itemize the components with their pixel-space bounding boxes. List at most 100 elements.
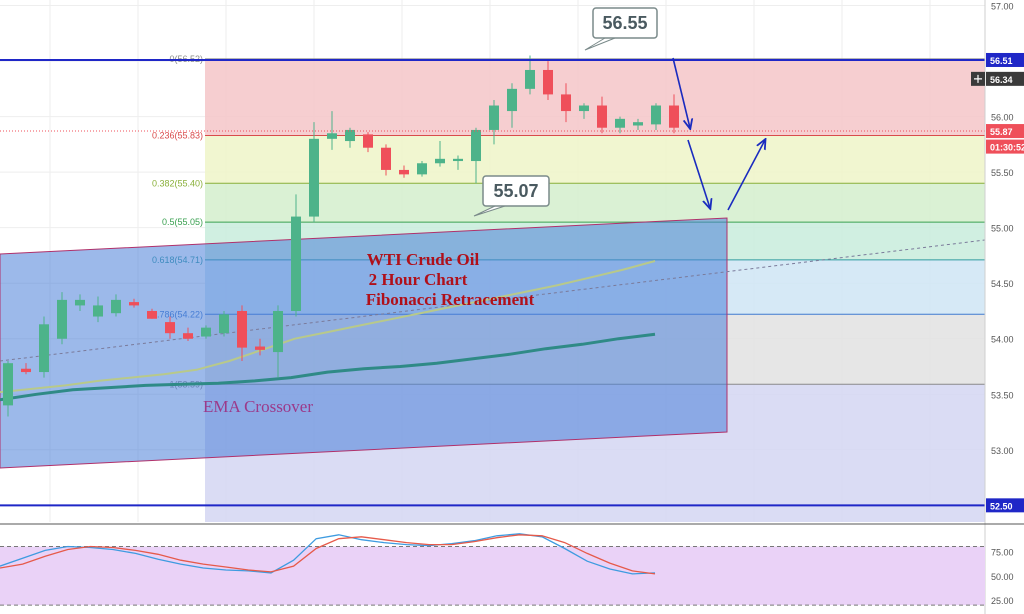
candle-body <box>39 324 49 373</box>
candle <box>165 316 175 339</box>
price-tag: 52.50 <box>986 498 1024 513</box>
direction-arrow <box>687 139 710 208</box>
candle <box>651 103 661 130</box>
direction-arrow <box>727 140 765 211</box>
candle-body <box>525 69 535 89</box>
candle <box>111 294 121 317</box>
candle-body <box>543 69 553 95</box>
price-tag-box <box>986 52 1024 67</box>
candle <box>39 316 49 378</box>
candle-body <box>633 122 643 126</box>
candle-body <box>381 147 391 170</box>
candle-body <box>3 363 13 406</box>
candle <box>525 55 535 95</box>
candle-body <box>21 368 31 373</box>
chart-subtitle: 2 Hour Chart <box>369 270 468 289</box>
callout-label: 55.07 <box>493 181 538 201</box>
candle-body <box>669 105 679 128</box>
price-tag-label: 56.34 <box>990 75 1013 85</box>
candle-body <box>255 346 265 350</box>
candle-body <box>327 133 337 139</box>
candle <box>633 118 643 130</box>
price-tag: 55.87 <box>986 124 1024 139</box>
fib-zone <box>205 183 985 223</box>
candle <box>291 194 301 317</box>
candle <box>327 111 337 150</box>
candle <box>129 298 139 308</box>
candle <box>363 132 373 153</box>
callout-box <box>482 175 550 207</box>
candle-body <box>147 310 157 319</box>
stochastic-d-line <box>0 534 656 575</box>
price-tag-box <box>986 71 1024 86</box>
y-tick-label: 53.00 <box>991 446 1014 456</box>
fib-level-label: 0.382(55.40) <box>152 178 203 188</box>
fib-level-label: 0.236(55.83) <box>152 130 203 140</box>
candle <box>273 305 283 378</box>
ema-fast-line <box>0 260 656 394</box>
candle-body <box>345 129 355 142</box>
y-tick-label: 56.00 <box>991 113 1014 123</box>
candle <box>417 161 427 177</box>
y-tick-label: 55.00 <box>991 224 1014 234</box>
candle <box>471 127 481 184</box>
oscillator-tick-label: 50.00 <box>991 572 1014 582</box>
candle <box>507 83 517 128</box>
candle <box>345 127 355 148</box>
candle-body <box>399 169 409 175</box>
callout-box <box>592 7 658 39</box>
candle <box>147 308 157 319</box>
candle-body <box>237 310 247 348</box>
candle-body <box>183 333 193 339</box>
candle <box>183 327 193 341</box>
price-tag-label: 55.87 <box>990 127 1013 137</box>
y-tick-label: 57.00 <box>991 2 1014 12</box>
candle-body <box>615 118 625 128</box>
callout-pointer <box>473 205 506 217</box>
callout-pointer <box>584 37 616 51</box>
regression-channel <box>0 217 728 469</box>
candle-body <box>507 88 517 112</box>
candle <box>75 294 85 311</box>
candle <box>93 296 103 323</box>
candle-body <box>111 299 121 314</box>
candle-body <box>93 305 103 317</box>
candle <box>21 363 31 375</box>
candle <box>381 144 391 176</box>
ema-crossover-label: EMA Crossover <box>203 397 313 416</box>
candle-body <box>651 105 661 125</box>
candle <box>201 325 211 339</box>
price-tag-box <box>986 124 1024 139</box>
candle-body <box>453 158 463 162</box>
candle-body <box>561 94 571 112</box>
fib-zone <box>205 135 985 184</box>
candle <box>399 165 409 178</box>
candle <box>615 116 625 134</box>
candle <box>255 338 265 356</box>
y-tick-label: 54.50 <box>991 279 1014 289</box>
plus-icon <box>974 74 982 83</box>
price-callout: 55.07 <box>473 175 550 217</box>
candle-body <box>75 299 85 306</box>
fib-level-label: 0(56.52) <box>169 54 203 64</box>
oscillator-band <box>0 546 985 606</box>
candle <box>309 122 319 223</box>
candle <box>219 310 229 337</box>
candle <box>561 83 571 123</box>
candle <box>543 61 553 100</box>
price-tag: 56.34 <box>986 71 1024 86</box>
candle-body <box>165 322 175 334</box>
candle <box>3 360 13 417</box>
candle <box>435 141 445 167</box>
ema-slow-line <box>0 332 656 402</box>
y-tick-label: 53.50 <box>991 390 1014 400</box>
candle-body <box>597 105 607 128</box>
stochastic-k-line <box>0 533 656 575</box>
y-tick-label: 55.50 <box>991 168 1014 178</box>
price-tag-box <box>986 139 1024 154</box>
price-tag: 01:30:52 <box>986 139 1024 154</box>
candle-body <box>489 105 499 130</box>
candle-body <box>219 314 229 334</box>
candle-body <box>363 134 373 148</box>
